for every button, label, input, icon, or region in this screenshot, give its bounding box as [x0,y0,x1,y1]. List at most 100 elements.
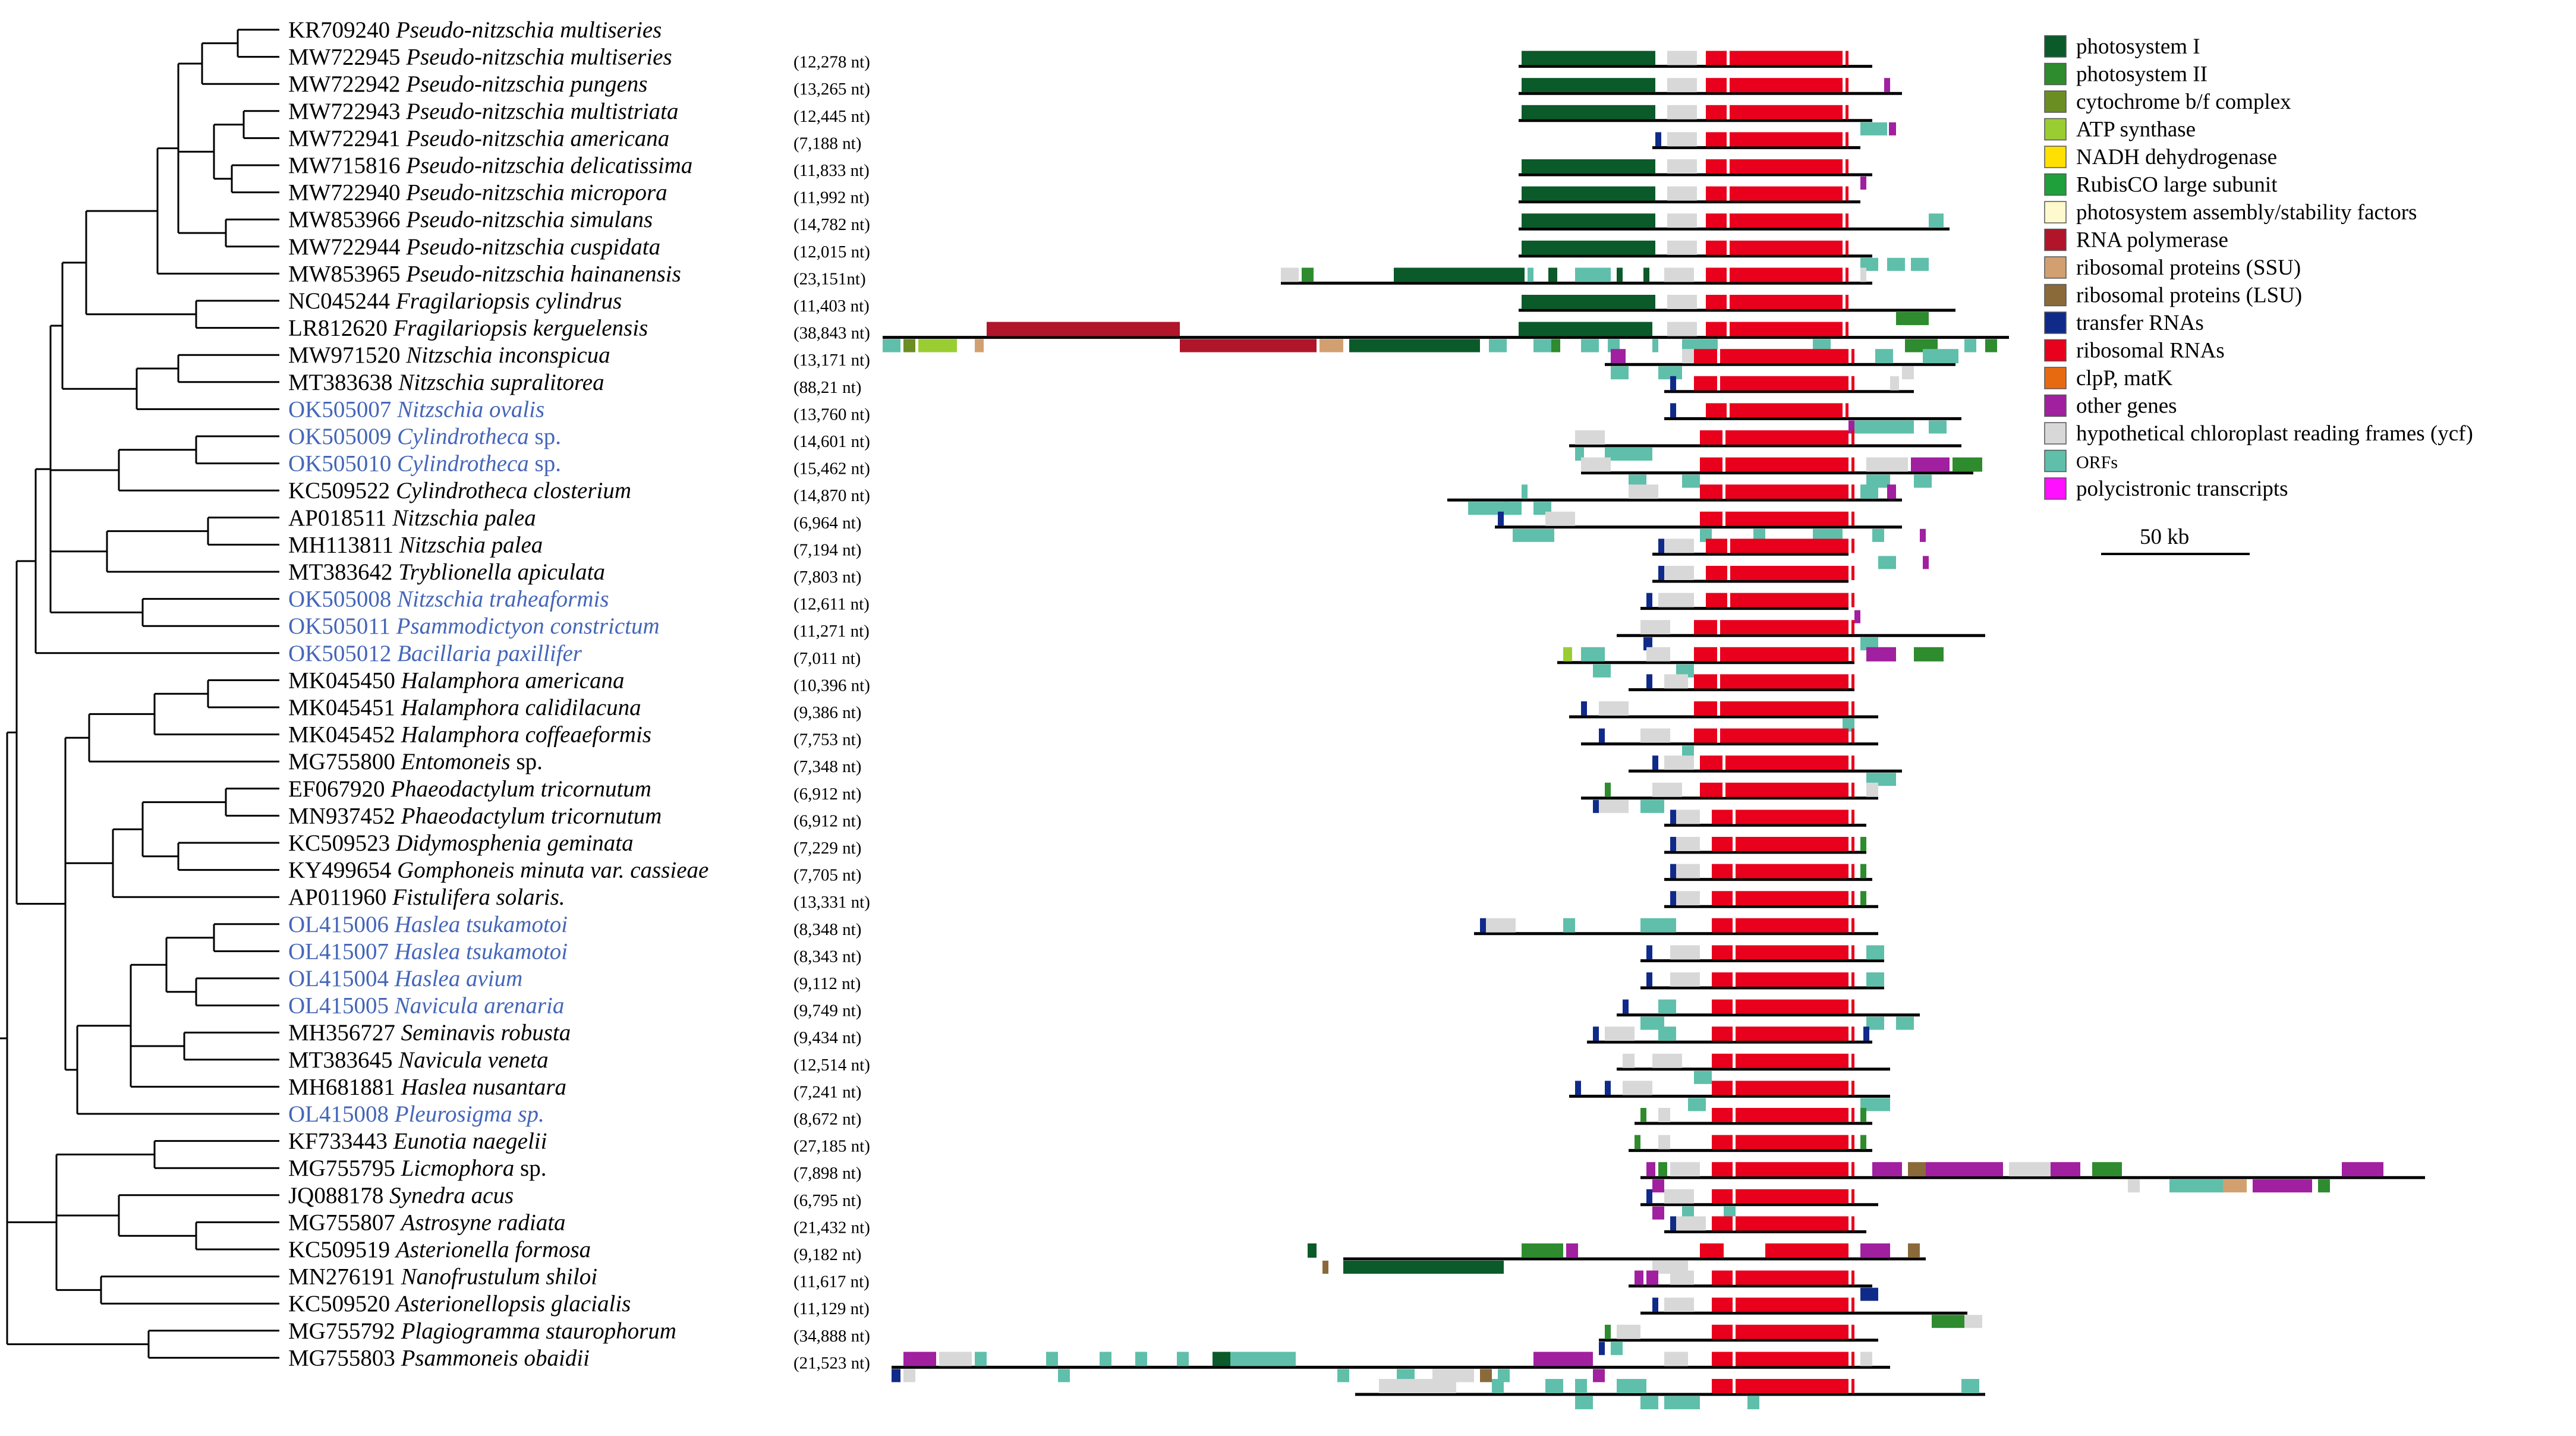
accession: MN937452 [288,803,401,829]
species-name: Nitzschia traheaformis [396,587,609,612]
gene-block [1652,1206,1664,1220]
taxon-label: OL415007 Haslea tsukamotoi [288,939,568,964]
gene-block [1860,1108,1866,1122]
gene-block [1712,1298,1848,1312]
species-suffix: sp. [529,424,561,449]
gene-block [1498,1369,1510,1383]
genome-size: (9,386 nt) [793,703,861,722]
genome-map-row [1474,918,1878,936]
species-name: Pseudo-nitzschia cuspidata [405,234,660,260]
accession: MN276191 [288,1264,401,1290]
species-name: Pseudo-nitzschia multiseries [395,17,662,43]
gene-block [1851,349,1854,364]
species-name: Psammodictyon constrictum [396,613,660,639]
gene-block [1670,1216,1676,1231]
taxon-label: MW722941 Pseudo-nitzschia americana [288,125,669,151]
taxon-label: MW853966 Pseudo-nitzschia simulans [288,207,653,232]
gene-block [1522,295,1655,309]
genome-size: (7,705 nt) [793,866,861,885]
genome-map-row [892,1352,1890,1383]
genome-size: (38,843 nt) [793,324,870,343]
accession: MK045451 [288,695,401,720]
taxon-label: MH113811 Nitzschia palea [288,532,543,558]
gene-block [1605,1081,1611,1095]
accession: MT383645 [288,1047,398,1073]
gene-block [1611,366,1629,380]
accession: OL415007 [288,939,395,964]
taxon-label: KR709240 Pseudo-nitzschia multiseries [288,17,662,43]
gene-block [1908,1162,1926,1177]
gene-block [1652,1053,1682,1068]
genome-map-row [1519,78,1902,95]
gene-block [1985,339,1997,352]
gene-block [1617,1324,1640,1339]
legend: photosystem I photosystem II cytochrome b/… [2044,34,2473,501]
taxon-label: MW722943 Pseudo-nitzschia multistriata [288,99,679,124]
gene-block [2009,1162,2051,1177]
gene-block [1866,972,1884,987]
taxon-label: OK505010 Cylindrotheca sp. [288,451,561,477]
gene-block [1658,593,1694,607]
gene-block [1676,891,1700,906]
gene-block [1706,322,1843,336]
accession: KR709240 [288,17,396,43]
gene-separator [1722,755,1725,770]
species-name: Nitzschia inconspicua [405,342,610,368]
gene-block [1920,528,1926,542]
gene-block [1866,782,1878,797]
gene-block [1513,528,1554,542]
genome-size: (88,21 nt) [793,378,861,397]
gene-block [1706,295,1843,309]
legend-label: cytochrome b/f complex [2076,90,2291,114]
genome-size: (8,672 nt) [793,1110,861,1129]
legend-label: transfer RNAs [2076,311,2204,335]
gene-block [1629,448,1646,461]
genome-map-row [1519,240,1929,271]
accession: NC045244 [288,288,396,314]
gene-block [1667,213,1697,228]
gene-separator [1722,511,1725,526]
taxon-label: MG755795 Licmophora sp. [288,1155,546,1181]
gene-block [1706,240,1843,255]
gene-block [1848,420,1854,434]
accession: OK505008 [288,587,397,612]
genome-size: (14,782 nt) [793,215,870,234]
gene-block [1581,339,1599,352]
accession: MG755795 [288,1155,401,1181]
gene-separator [1733,1324,1736,1339]
gene-block [1670,945,1700,960]
gene-block [1486,918,1516,933]
taxon-label: MG755807 Astrosyne radiata [288,1210,566,1235]
gene-block [1522,105,1655,119]
gene-block [1046,1352,1058,1366]
genome-map-row [1629,674,1854,691]
genome-map-row [1447,484,1902,515]
genome-map-row [1569,701,1878,732]
gene-separator [1727,240,1730,255]
gene-separator [1727,213,1730,228]
genome-map-row [1629,1270,1878,1301]
gene-block [1676,1216,1706,1231]
gene-separator [1717,376,1720,391]
legend-item: other genes [2044,394,2177,418]
genome-size: (6,964 nt) [793,514,861,533]
genome-size: (14,601 nt) [793,432,870,451]
taxon-labels: KR709240 Pseudo-nitzschia multiseries MW7… [288,17,708,1371]
gene-block [1866,773,1896,786]
legend-label: ribosomal proteins (SSU) [2076,256,2301,280]
taxon-label: MW722942 Pseudo-nitzschia pungens [288,71,647,97]
gene-block [1658,566,1664,580]
gene-block [1599,701,1629,716]
genome-size: (13,760 nt) [793,405,870,424]
gene-separator [1727,295,1730,309]
gene-block [1700,484,1848,499]
gene-block [1889,122,1896,136]
gene-block [1349,339,1480,352]
gene-block [1712,891,1848,906]
gene-block [1522,78,1655,93]
gene-block [1700,430,1848,445]
legend-swatch [2044,35,2067,58]
legend-label: ORFs [2076,453,2118,473]
accession: JQ088178 [288,1183,389,1208]
species-name: Pleurosigma sp. [394,1101,544,1127]
